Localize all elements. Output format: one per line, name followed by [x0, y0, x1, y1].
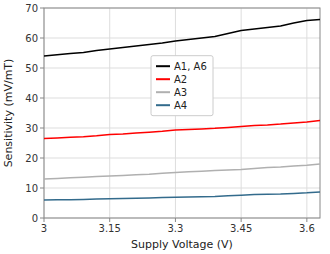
- x-grid-line: [241, 8, 242, 218]
- legend-label: A2: [174, 74, 187, 85]
- x-tick: [109, 218, 110, 222]
- legend-box: [151, 56, 213, 116]
- y-tick: [40, 98, 44, 99]
- x-tick: [44, 218, 45, 222]
- y-tick: [40, 8, 44, 9]
- y-grid-line: [44, 128, 320, 129]
- x-grid-line: [306, 8, 307, 218]
- x-tick-label: 3.45: [230, 223, 252, 234]
- x-grid-line: [109, 8, 110, 218]
- y-tick-label: 30: [25, 123, 38, 134]
- y-tick-label: 70: [25, 3, 38, 14]
- x-axis-label: Supply Voltage (V): [131, 238, 233, 251]
- y-tick-label: 0: [32, 213, 38, 224]
- y-tick-label: 60: [25, 33, 38, 44]
- grid: [44, 8, 320, 218]
- y-tick: [40, 158, 44, 159]
- y-tick: [40, 68, 44, 69]
- series-line: [44, 19, 320, 56]
- x-tick: [306, 218, 307, 222]
- y-grid-line: [44, 188, 320, 189]
- x-tick-label: 3.6: [299, 223, 315, 234]
- y-grid-line: [44, 38, 320, 39]
- chart: 3 3.15 3.3 3.45 3.6 0 10 20 30 40 50 60 70 Supply Vol…: [0, 0, 330, 254]
- y-tick-label: 40: [25, 93, 38, 104]
- y-tick-label: 20: [25, 153, 38, 164]
- series-lines: [44, 19, 320, 200]
- y-grid-line: [44, 158, 320, 159]
- legend-label: A1, A6: [174, 61, 207, 72]
- plot-frame: [44, 8, 320, 218]
- x-tick-label: 3: [41, 223, 47, 234]
- legend-swatch: [156, 104, 170, 106]
- y-tick-label: 50: [25, 63, 38, 74]
- x-tick: [241, 218, 242, 222]
- y-tick: [40, 38, 44, 39]
- y-tick-label: 10: [25, 183, 38, 194]
- legend: A1, A6 A2 A3 A4: [151, 56, 213, 116]
- series-line: [44, 164, 320, 179]
- series-line: [44, 192, 320, 200]
- legend-label: A3: [174, 87, 187, 98]
- x-tick-label: 3.3: [167, 223, 183, 234]
- y-tick: [40, 218, 44, 219]
- legend-swatch: [156, 78, 170, 80]
- x-tick: [175, 218, 176, 222]
- series-line: [44, 121, 320, 139]
- legend-swatch: [156, 91, 170, 93]
- y-tick: [40, 128, 44, 129]
- y-axis-label: Sensitivity (mV/mT): [2, 59, 15, 168]
- legend-label: A4: [174, 100, 187, 111]
- x-tick-label: 3.15: [99, 223, 121, 234]
- legend-swatch: [156, 65, 170, 67]
- y-tick: [40, 188, 44, 189]
